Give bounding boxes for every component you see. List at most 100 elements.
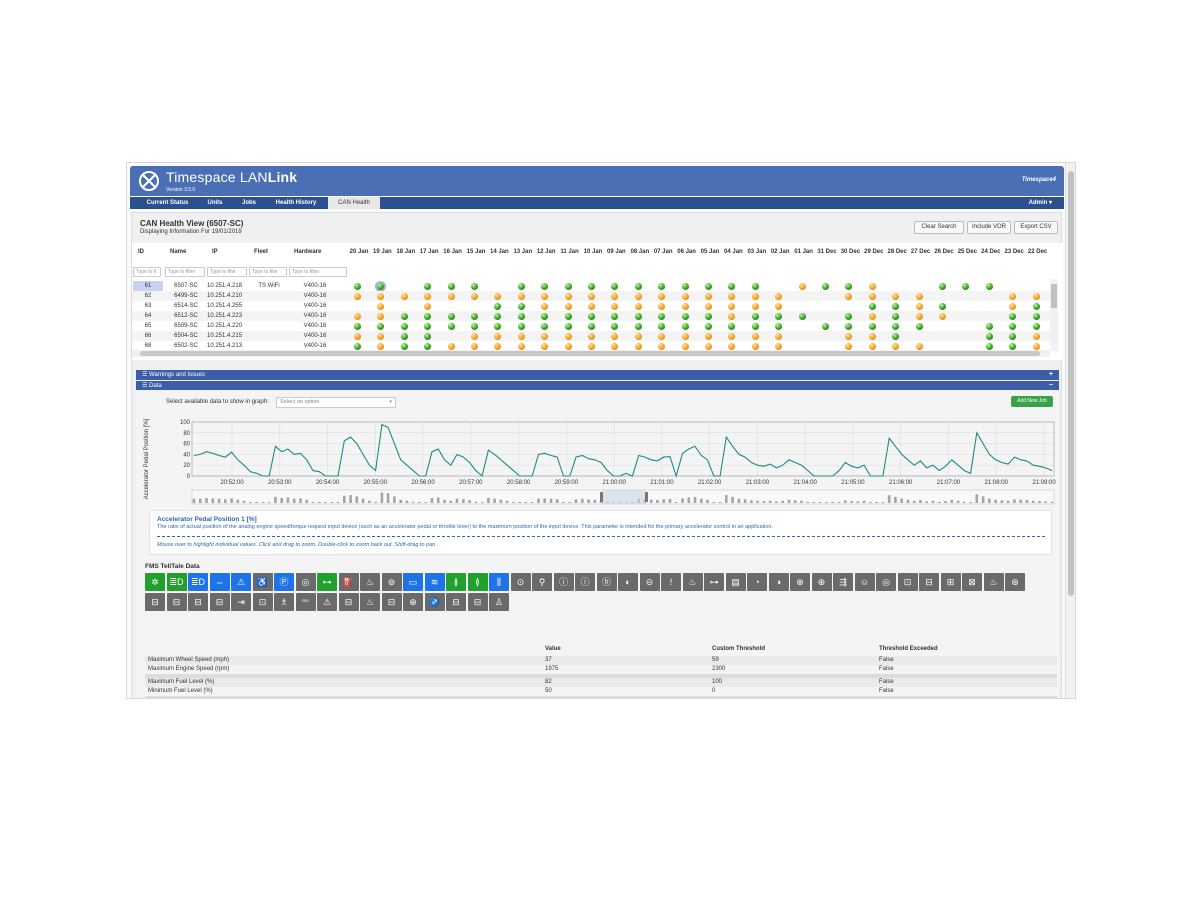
telltale-icon[interactable]: ⇔ [209,573,230,591]
status-dot-orange[interactable] [751,302,759,310]
status-dot-orange[interactable] [494,332,502,340]
telltale-icon[interactable]: ♗ [274,593,294,611]
status-dot-green[interactable] [400,342,408,350]
column-header-date[interactable]: 17 Jan [419,249,439,255]
telltale-icon[interactable]: ⊡ [252,593,273,611]
status-dot-green[interactable] [588,312,595,320]
telltale-icon[interactable]: ⊶ [317,573,337,591]
column-header-date[interactable]: 16 Jan [443,249,462,255]
status-dot-orange[interactable] [728,302,736,310]
column-header-date[interactable]: 22 Dec [1027,249,1048,255]
status-dot-green[interactable] [517,282,525,290]
status-dot-orange[interactable] [868,342,876,350]
status-dot-orange[interactable] [728,292,736,300]
status-dot-green[interactable] [517,312,525,320]
status-dot-orange[interactable] [588,302,595,310]
status-dot-orange[interactable] [868,282,876,290]
status-dot-orange[interactable] [517,332,525,340]
status-dot-orange[interactable] [681,332,689,340]
status-dot-orange[interactable] [611,302,619,310]
telltale-icon[interactable]: ⓑ [596,573,617,591]
telltale-icon[interactable]: ⚠ [317,593,337,611]
filter-input-ip[interactable]: Type to filte [207,267,247,277]
status-dot-orange[interactable] [845,342,853,350]
status-dot-orange[interactable] [494,292,502,300]
column-header-date[interactable]: 29 Dec [864,249,884,255]
status-dot-orange[interactable] [564,302,572,310]
status-dot-orange[interactable] [751,332,759,340]
table-row[interactable]: 61 6507-SC 10.251.4.218 TS WiFi V400-16 [132,281,1050,291]
status-dot-green[interactable] [681,322,689,330]
status-dot-orange[interactable] [354,292,361,300]
status-dot-orange[interactable] [658,302,666,310]
data-select[interactable]: Select an option ▾ [276,397,396,408]
column-header-date[interactable]: 02 Jan [770,249,790,255]
table-row[interactable]: 65 6509-SC 10.251.4.220 V400-16 [132,321,1050,331]
status-dot-orange[interactable] [728,312,736,320]
table-hscroll[interactable] [132,350,1050,357]
status-dot-green[interactable] [822,282,829,290]
series-line[interactable] [193,423,1053,478]
table-vscroll-thumb[interactable] [1051,284,1057,308]
column-header-hardware[interactable]: Hardware [294,249,322,255]
status-dot-green[interactable] [611,322,619,330]
status-dot-orange[interactable] [1032,292,1040,300]
telltale-icon[interactable]: ☺ [854,573,875,591]
export-csv-button[interactable]: Export CSV [1014,221,1058,234]
status-dot-orange[interactable] [588,342,595,350]
status-dot-orange[interactable] [471,332,478,340]
telltale-icon[interactable]: ≬ [467,573,488,591]
status-dot-green[interactable] [517,302,525,310]
include-vor-button[interactable]: Include VOR [967,221,1011,234]
status-dot-orange[interactable] [517,292,525,300]
status-dot-orange[interactable] [1032,342,1040,350]
status-dot-green[interactable] [658,322,666,330]
table-row[interactable]: 62 6499-SC 10.251.4.210 V400-16 [132,291,1050,301]
status-dot-green[interactable] [447,312,455,320]
status-dot-green[interactable] [354,342,361,350]
status-dot-green[interactable] [751,322,759,330]
status-dot-orange[interactable] [517,342,525,350]
tab-can-health[interactable]: CAN Health [328,197,380,209]
status-dot-green[interactable] [494,312,502,320]
range-handle-right[interactable] [645,492,648,502]
column-header-date[interactable]: 27 Dec [910,249,931,255]
status-dot-green[interactable] [985,342,993,350]
status-dot-orange[interactable] [541,302,549,310]
status-dot-orange[interactable] [681,342,689,350]
telltale-icon[interactable]: ⛽ [338,573,359,591]
status-dot-green[interactable] [822,322,829,330]
status-dot-green[interactable] [845,312,853,320]
table-vscroll[interactable] [1050,279,1058,351]
status-dot-orange[interactable] [611,292,619,300]
telltale-icon[interactable]: ♙ [489,593,509,611]
status-dot-orange[interactable] [915,292,923,300]
column-header-date[interactable]: 09 Jan [607,249,626,255]
status-dot-orange[interactable] [588,332,595,340]
column-header-date[interactable]: 10 Jan [583,249,603,255]
status-dot-orange[interactable] [751,292,759,300]
telltale-icon[interactable]: ✲ [145,573,165,591]
status-dot-green[interactable] [634,312,642,320]
status-dot-green[interactable] [939,282,946,290]
telltale-icon[interactable]: ⊟ [145,593,165,611]
status-dot-orange[interactable] [681,292,689,300]
page-scrollbar-thumb[interactable] [1068,171,1074,596]
status-dot-green[interactable] [892,322,900,330]
status-dot-green[interactable] [681,282,689,290]
telltale-icon[interactable]: ⊚ [381,573,402,591]
clear-search-button[interactable]: Clear Search [914,221,964,234]
expand-icon[interactable]: + [1048,371,1053,378]
status-dot-green[interactable] [1032,302,1040,310]
column-header-id[interactable]: ID [138,249,144,255]
status-dot-green[interactable] [728,282,736,290]
column-header-date[interactable]: 25 Dec [957,249,978,255]
status-dot-orange[interactable] [424,302,432,310]
column-header-date[interactable]: 14 Jan [490,249,509,255]
telltale-icon[interactable]: ⊟ [188,593,208,611]
telltale-icon[interactable]: ⊟ [166,593,187,611]
telltale-icon[interactable]: ⊠ [962,573,982,591]
telltale-icon[interactable]: ⊝ [639,573,660,591]
status-dot-green[interactable] [447,322,455,330]
status-dot-orange[interactable] [681,302,689,310]
